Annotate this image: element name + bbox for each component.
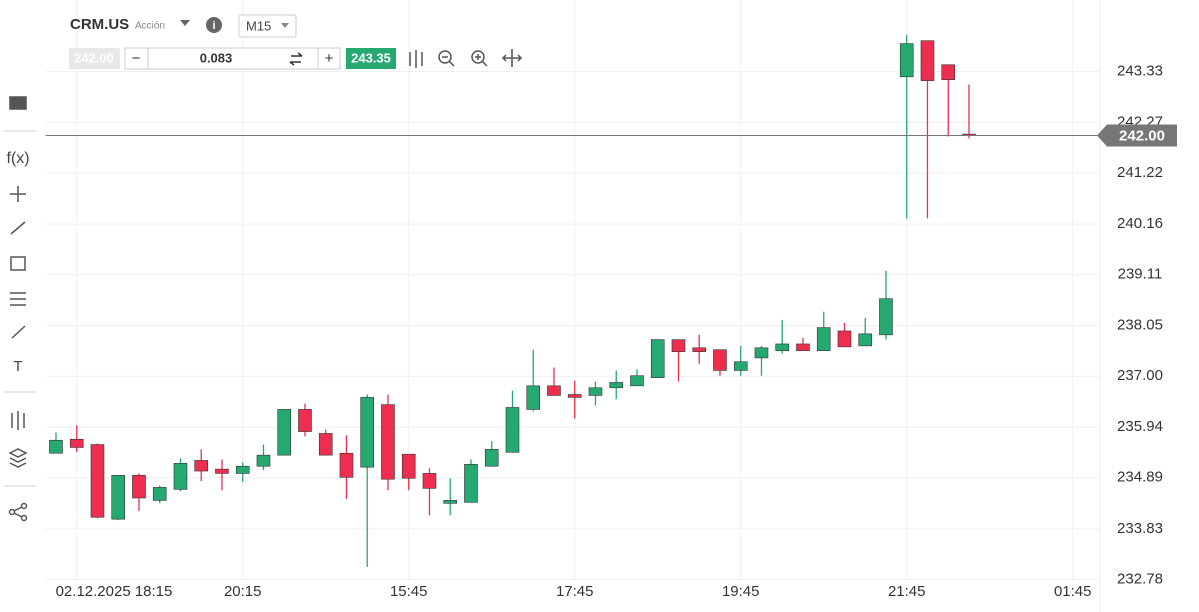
symbol[interactable]: CRM.US (70, 16, 129, 33)
x-tick-label: 02.12.2025 18:15 (56, 583, 173, 600)
candle-body (816, 327, 831, 351)
candle-body (650, 339, 665, 378)
candle-body (464, 463, 478, 503)
candle-body (505, 407, 520, 453)
candle-body (567, 394, 582, 398)
candle-body (484, 449, 499, 467)
info-icon[interactable] (206, 17, 222, 33)
candle-body (526, 385, 541, 410)
volume-box (124, 47, 341, 70)
timeframe-select[interactable] (238, 14, 297, 38)
candle-body (692, 347, 707, 352)
plot-background (45, 0, 1101, 580)
candle-body (941, 64, 956, 80)
candle-body (609, 382, 624, 389)
candle-body (588, 387, 603, 396)
candle-body (547, 385, 561, 396)
y-tick-label: 239.11 (1118, 266, 1163, 283)
candle-body (194, 460, 209, 472)
pitchfork-icon[interactable] (11, 325, 26, 339)
x-tick-label: 19:45 (722, 583, 760, 600)
buy-button[interactable] (346, 48, 396, 69)
candle-body (775, 343, 790, 351)
candle-body (152, 487, 167, 501)
candle-body (443, 500, 458, 504)
share-icon[interactable] (8, 508, 16, 516)
candle-body (256, 454, 271, 467)
asset-type: Acción (135, 21, 165, 32)
function-tool[interactable]: f(x) (6, 150, 29, 167)
sell-price: 242.00 (74, 50, 114, 65)
candle-body (754, 347, 769, 359)
candle-body (90, 444, 105, 518)
minus-button[interactable]: − (132, 50, 141, 67)
text-tool[interactable]: T (13, 358, 22, 375)
candle-body (837, 330, 852, 348)
candle-body (111, 475, 126, 520)
line-tool-icon[interactable] (10, 221, 26, 235)
x-tick-label: 21:45 (888, 583, 926, 600)
y-tick-label: 232.78 (1117, 570, 1163, 587)
buy-price: 243.35 (351, 50, 391, 65)
current-price-tag (1097, 124, 1177, 147)
zoom-out[interactable] (438, 50, 452, 64)
x-tick-label: 01:45 (1054, 583, 1092, 600)
chart-type-icon[interactable] (9, 96, 27, 110)
x-tick-label: 20:15 (224, 583, 262, 600)
candle-body (132, 475, 146, 499)
candle-body (235, 465, 250, 474)
candle-body (899, 43, 914, 78)
plot-area: 232.78 233.83 234.89 235.94 237.00 238.05 239.… (45, 0, 1177, 612)
volume-input[interactable]: 0.083 (200, 50, 233, 65)
candle-body (339, 452, 354, 478)
rect-tool-icon[interactable] (10, 256, 26, 271)
candle-body (858, 333, 873, 347)
candle-body (920, 40, 935, 81)
x-tick-label: 15:45 (390, 583, 428, 600)
candle-body (671, 339, 686, 352)
current-price-label: 242.00 (1119, 127, 1165, 144)
y-tick-label: 237.00 (1117, 367, 1163, 384)
candle-body (215, 468, 229, 474)
chart-tools (409, 49, 523, 68)
candle-body (879, 298, 893, 336)
pan-icon[interactable] (501, 49, 523, 67)
candle-body (796, 343, 810, 351)
y-tick-label: 243.33 (1117, 62, 1163, 79)
candle-body (298, 409, 312, 432)
candle-body (733, 361, 748, 371)
candle-body (381, 404, 395, 480)
candle-body (277, 409, 292, 456)
symbol-dropdown[interactable] (180, 20, 190, 26)
info-glyph: i (212, 20, 215, 32)
sell-button[interactable] (69, 48, 120, 69)
plus-button[interactable]: + (325, 50, 334, 67)
candle-body (401, 453, 416, 479)
timeframe-arrow (281, 23, 289, 28)
candle-body (422, 473, 437, 489)
candle-body (69, 438, 84, 448)
left-toolbar (4, 96, 36, 522)
candle-body (173, 463, 188, 490)
candle-body (713, 349, 727, 371)
y-tick-label: 241.22 (1117, 164, 1163, 181)
layers-icon[interactable] (8, 448, 28, 468)
candle-body (318, 433, 333, 456)
x-tick-label: 17:45 (556, 583, 594, 600)
candle-body (49, 439, 63, 454)
candles-icon[interactable] (409, 50, 423, 68)
candle-body (360, 397, 375, 468)
y-tick-label: 233.83 (1117, 520, 1163, 537)
zoom-in[interactable] (471, 50, 485, 64)
y-tick-label: 238.05 (1117, 317, 1163, 334)
y-tick-label: 240.16 (1117, 215, 1163, 232)
swap-icon[interactable] (289, 52, 303, 66)
y-tick-label: 234.89 (1117, 469, 1163, 486)
timeframe: M15 (246, 18, 271, 33)
candle-body (630, 375, 644, 387)
y-tick-label: 235.94 (1117, 418, 1163, 435)
